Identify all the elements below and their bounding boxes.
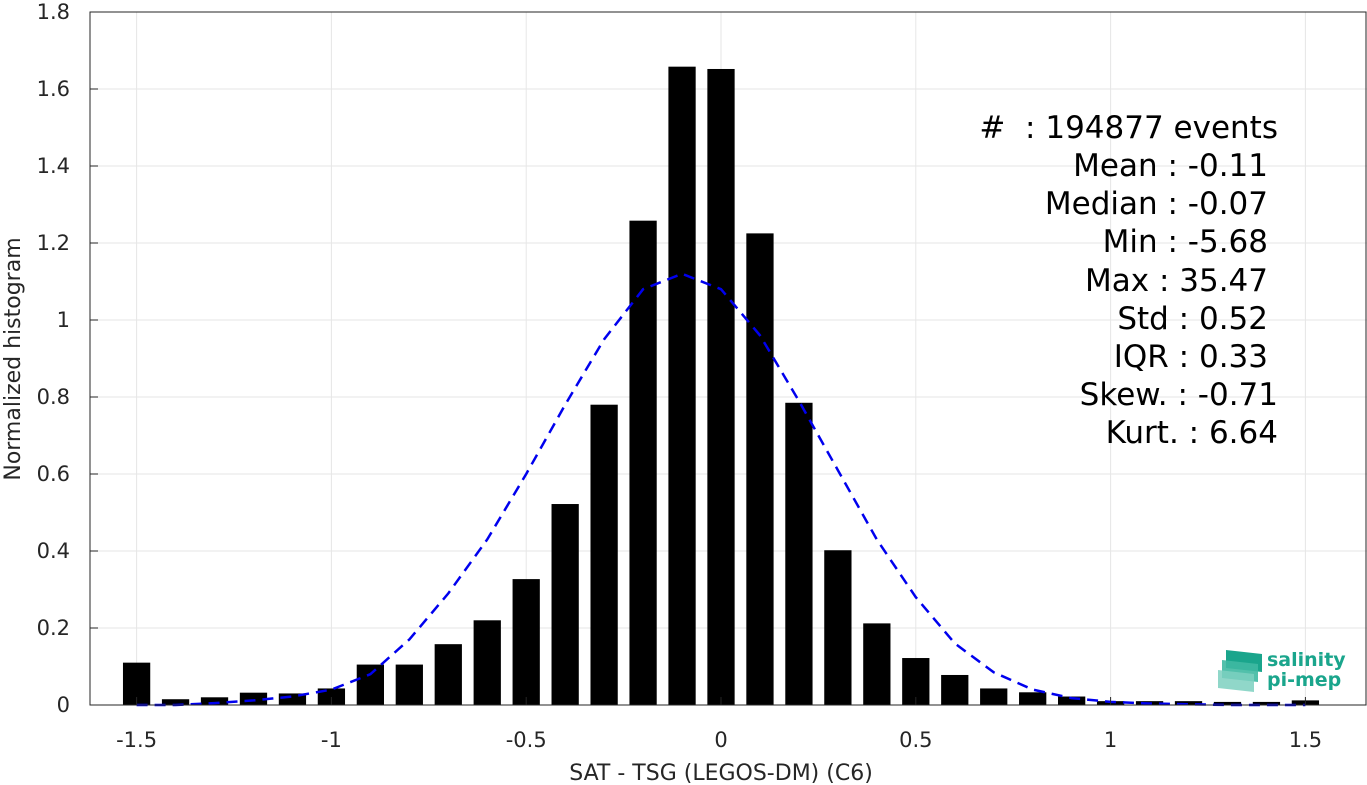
bar-19: [863, 623, 891, 705]
y-tick-label-3: 0.6: [37, 462, 70, 486]
salinity-pimep-logo: salinity pi-mep: [1218, 649, 1346, 692]
bar-6: [356, 664, 384, 705]
bar-13: [629, 220, 657, 706]
bar-24: [1058, 696, 1086, 705]
y-tick-label-6: 1.2: [37, 231, 70, 255]
wave-stack-icon: [1218, 650, 1262, 692]
x-tick-label-4: 0.5: [899, 728, 932, 752]
bar-1: [161, 699, 190, 705]
y-axis-label: Normalized histogram: [1, 237, 26, 480]
x-tick-label-2: -0.5: [506, 728, 547, 752]
y-tick-label-5: 1: [57, 308, 70, 332]
y-tick-label-9: 1.8: [37, 0, 70, 24]
y-tick-label-0: 0: [57, 693, 70, 717]
stat-skew: Skew. : -0.71: [1080, 377, 1278, 413]
bar-7: [395, 664, 423, 705]
x-axis-ticks: -1.5 -1 -0.5 0 0.5 1 1.5: [116, 697, 1322, 752]
y-axis-ticks: 0 0.2 0.4 0.6 0.8 1 1.2 1.4 1.6 1.8: [37, 0, 98, 717]
bar-16: [746, 233, 774, 705]
bar-22: [980, 688, 1008, 705]
stat-kurt: Kurt. : 6.64: [1106, 415, 1278, 451]
stat-iqr: IQR : 0.33: [1114, 339, 1268, 375]
bar-8: [434, 644, 462, 705]
y-tick-label-8: 1.6: [37, 77, 70, 101]
bar-11: [551, 504, 579, 705]
bar-14: [668, 66, 696, 706]
bar-29: [1252, 701, 1281, 705]
plot-frame: [89, 11, 1367, 706]
bar-17: [785, 402, 813, 705]
bar-18: [824, 550, 852, 705]
stat-mean: Mean : -0.11: [1073, 148, 1268, 184]
bar-27: [1174, 701, 1203, 705]
bar-4: [278, 693, 307, 705]
y-tick-label-1: 0.2: [37, 616, 70, 640]
logo-line2: pi-mep: [1267, 669, 1341, 691]
stat-min: Min : -5.68: [1103, 224, 1268, 260]
bar-28: [1213, 701, 1242, 705]
y-tick-label-2: 0.4: [37, 539, 70, 563]
logo-line1: salinity: [1267, 649, 1346, 671]
x-tick-label-6: 1.5: [1289, 728, 1322, 752]
bar-2: [200, 697, 229, 705]
bar-23: [1019, 692, 1047, 705]
stat-std: Std : 0.52: [1117, 301, 1268, 337]
y-tick-label-4: 0.8: [37, 385, 70, 409]
bar-10: [512, 579, 540, 705]
stat-max: Max : 35.47: [1085, 263, 1268, 299]
stats-box: # : 194877 events Mean : -0.11 Median : …: [979, 110, 1278, 451]
bar-21: [941, 674, 969, 705]
x-tick-label-1: -1: [321, 728, 342, 752]
x-tick-label-3: 0: [714, 728, 727, 752]
bar-5: [317, 688, 346, 705]
stat-median: Median : -0.07: [1045, 186, 1268, 222]
histogram-bars: [122, 66, 1320, 706]
x-axis-label: SAT - TSG (LEGOS-DM) (C6): [569, 761, 873, 785]
x-tick-label-5: 1: [1104, 728, 1117, 752]
bar-12: [590, 404, 618, 705]
stat-events: # : 194877 events: [979, 110, 1278, 146]
y-tick-label-7: 1.4: [37, 154, 70, 178]
x-tick-label-0: -1.5: [116, 728, 157, 752]
bar-9: [473, 620, 501, 705]
bar-15: [707, 68, 735, 706]
